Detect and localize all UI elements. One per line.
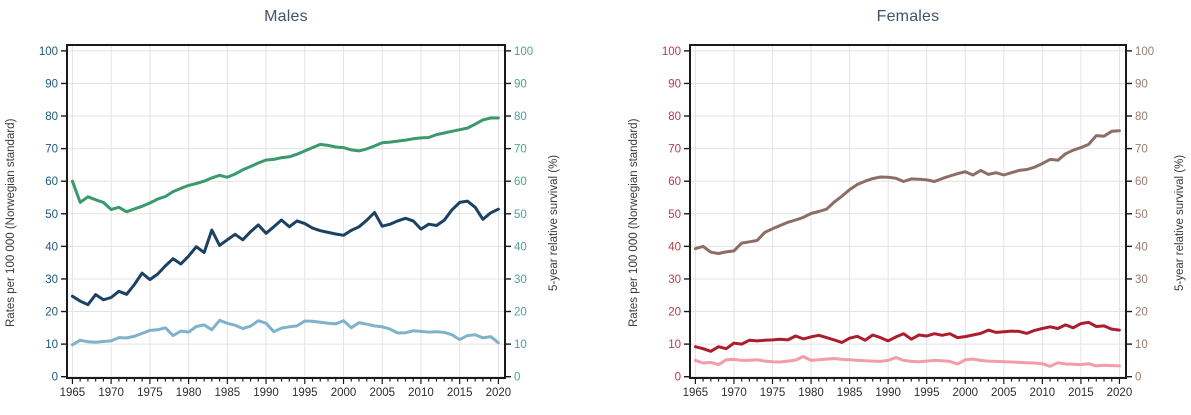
svg-text:1970: 1970 [721, 387, 747, 399]
svg-text:60: 60 [45, 176, 58, 188]
svg-text:1980: 1980 [798, 387, 824, 399]
svg-text:60: 60 [514, 176, 527, 188]
svg-text:10: 10 [668, 339, 681, 351]
svg-text:80: 80 [45, 111, 58, 123]
svg-text:2000: 2000 [952, 387, 978, 399]
svg-text:100: 100 [39, 46, 58, 58]
svg-text:0: 0 [675, 372, 681, 384]
svg-text:1980: 1980 [176, 387, 202, 399]
rate-pink-line [693, 355, 1121, 368]
svg-text:2010: 2010 [408, 387, 434, 399]
svg-text:0: 0 [1135, 372, 1141, 384]
svg-text:1975: 1975 [760, 387, 786, 399]
females-chart-panel: Females Rates per 100 000 (Norwegian sta… [595, 0, 1191, 415]
svg-text:30: 30 [45, 274, 58, 286]
svg-text:10: 10 [514, 339, 527, 351]
svg-text:30: 30 [668, 274, 681, 286]
svg-text:60: 60 [668, 176, 681, 188]
svg-text:50: 50 [45, 209, 58, 221]
svg-text:60: 60 [1135, 176, 1148, 188]
svg-text:2015: 2015 [447, 387, 473, 399]
svg-text:80: 80 [514, 111, 527, 123]
svg-text:1995: 1995 [914, 387, 940, 399]
svg-text:20: 20 [668, 307, 681, 319]
svg-text:2015: 2015 [1068, 387, 1094, 399]
svg-text:2000: 2000 [331, 387, 357, 399]
svg-text:50: 50 [514, 209, 527, 221]
svg-text:40: 40 [45, 241, 58, 253]
svg-text:90: 90 [668, 78, 681, 90]
svg-text:40: 40 [668, 241, 681, 253]
svg-text:10: 10 [1135, 339, 1148, 351]
svg-text:90: 90 [45, 78, 58, 90]
svg-text:50: 50 [668, 209, 681, 221]
svg-text:2005: 2005 [369, 387, 395, 399]
svg-text:2010: 2010 [1030, 387, 1056, 399]
svg-text:90: 90 [514, 78, 527, 90]
svg-text:1965: 1965 [60, 387, 86, 399]
svg-text:70: 70 [668, 144, 681, 156]
svg-text:70: 70 [1135, 144, 1148, 156]
rate-dark-blue-line [70, 199, 500, 307]
svg-text:80: 80 [1135, 111, 1148, 123]
svg-text:50: 50 [1135, 209, 1148, 221]
svg-text:2005: 2005 [991, 387, 1017, 399]
svg-text:40: 40 [514, 241, 527, 253]
svg-text:20: 20 [1135, 307, 1148, 319]
svg-text:30: 30 [514, 274, 527, 286]
survival-brown-line [693, 129, 1121, 255]
males-chart-panel: Males Rates per 100 000 (Norwegian stand… [0, 0, 595, 415]
svg-text:1990: 1990 [875, 387, 901, 399]
rate-dark-red-line [693, 320, 1121, 353]
svg-text:10: 10 [45, 339, 58, 351]
svg-text:2020: 2020 [486, 387, 512, 399]
svg-text:0: 0 [52, 372, 58, 384]
svg-text:0: 0 [514, 372, 520, 384]
svg-text:1995: 1995 [292, 387, 318, 399]
svg-text:70: 70 [514, 144, 527, 156]
svg-text:1970: 1970 [98, 387, 124, 399]
svg-text:1985: 1985 [837, 387, 863, 399]
svg-text:20: 20 [45, 307, 58, 319]
svg-text:1990: 1990 [253, 387, 279, 399]
svg-text:100: 100 [1135, 46, 1154, 58]
svg-text:100: 100 [514, 46, 533, 58]
svg-text:80: 80 [668, 111, 681, 123]
svg-text:30: 30 [1135, 274, 1148, 286]
svg-text:1985: 1985 [215, 387, 241, 399]
females-chart-title: Females [876, 8, 940, 25]
svg-text:40: 40 [1135, 241, 1148, 253]
svg-text:70: 70 [45, 144, 58, 156]
svg-text:1975: 1975 [137, 387, 163, 399]
svg-text:100: 100 [662, 46, 681, 58]
svg-text:2020: 2020 [1107, 387, 1133, 399]
svg-text:1965: 1965 [683, 387, 709, 399]
males-chart-title: Males [264, 8, 308, 25]
svg-text:20: 20 [514, 307, 527, 319]
survival-green-line [70, 116, 500, 214]
rate-light-blue-line [70, 318, 500, 347]
svg-text:90: 90 [1135, 78, 1148, 90]
